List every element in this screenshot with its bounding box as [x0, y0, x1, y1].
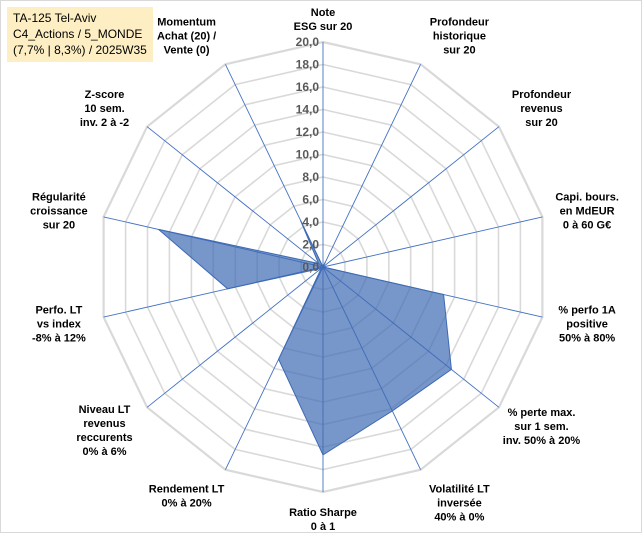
axis-category-label: vs index	[37, 319, 82, 331]
axis-spoke	[146, 266, 324, 408]
axis-category-label: Vente (0)	[164, 44, 210, 56]
axis-category-label: 40% à 0%	[434, 512, 484, 524]
axis-category-label: sur 20	[443, 44, 475, 56]
axis-category-label: Note	[311, 7, 335, 19]
radial-tick-label: 8,0	[302, 170, 319, 184]
data-point	[443, 294, 445, 296]
info-line-stats: (7,7% | 8,3%) / 2025W35	[13, 43, 147, 57]
info-line-index: TA-125 Tel-Aviv	[13, 11, 97, 25]
axis-category-label: Achat (20) /	[157, 30, 216, 42]
axis-spoke	[146, 126, 324, 268]
axis-category-label: revenus	[520, 103, 562, 115]
axis-category-label: positive	[566, 319, 608, 331]
data-point	[322, 454, 324, 456]
axis-category-label: reccurents	[76, 432, 132, 444]
radial-tick-label: 2,0	[302, 238, 319, 252]
axis-category-label: en MdEUR	[560, 205, 615, 217]
radial-tick-label: 0,0	[302, 260, 319, 274]
radial-tick-label: 18,0	[296, 58, 320, 72]
axis-category-label: 0 à 1	[311, 521, 335, 533]
axis-category-label: Régularité	[32, 191, 86, 203]
axis-category-label: % perfo 1A	[558, 305, 616, 317]
radial-tick-label: 6,0	[302, 193, 319, 207]
data-point	[392, 410, 394, 412]
data-series-area	[158, 220, 452, 456]
info-line-category: C4_Actions / 5_MONDE	[13, 27, 143, 41]
axis-category-label: 10 sem.	[84, 103, 124, 115]
axis-category-label: -8% à 12%	[32, 333, 86, 345]
axis-category-label: Niveau LT	[79, 404, 131, 416]
data-point	[325, 261, 327, 263]
radial-tick-label: 20,0	[296, 35, 320, 49]
data-point	[278, 358, 280, 360]
data-point	[322, 266, 324, 268]
axis-category-label: Momentum	[157, 16, 216, 28]
axis-category-label: inv. 2 à -2	[80, 117, 129, 129]
data-point	[227, 288, 229, 290]
axis-category-label: sur 20	[525, 117, 557, 129]
axis-category-label: historique	[433, 30, 486, 42]
axis-category-label: inversée	[437, 498, 482, 510]
radial-tick-label: 12,0	[296, 125, 320, 139]
axis-category-label: Profondeur	[512, 89, 572, 101]
axis-category-label: Profondeur	[430, 16, 490, 28]
axis-category-label: 0% à 20%	[162, 498, 212, 510]
axis-category-label: sur 1 sem.	[514, 421, 568, 433]
axis-category-label: revenus	[83, 418, 125, 430]
data-point	[300, 220, 302, 222]
axis-category-label: ESG sur 20	[294, 21, 353, 33]
axis-category-label: % perte max.	[508, 407, 576, 419]
axis-spoke	[322, 126, 500, 268]
axis-category-label: inv. 50% à 20%	[503, 435, 581, 447]
axis-category-label: sur 20	[43, 219, 75, 231]
axis-category-label: Ratio Sharpe	[289, 507, 357, 519]
axis-category-label: Z-score	[85, 89, 125, 101]
radial-tick-label: 10,0	[296, 148, 320, 162]
axis-category-label: 0 à 60 G€	[563, 219, 611, 231]
data-point	[320, 268, 322, 270]
axis-category-label: Rendement LT	[149, 484, 225, 496]
radial-tick-label: 4,0	[302, 215, 319, 229]
data-point	[158, 229, 160, 231]
axis-category-label: Volatilité LT	[429, 484, 490, 496]
axis-category-label: 50% à 80%	[559, 333, 615, 345]
radial-tick-label: 14,0	[296, 103, 320, 117]
data-point	[451, 369, 453, 371]
axis-category-label: Capi. bours.	[555, 191, 619, 203]
axis-category-label: croissance	[30, 205, 87, 217]
axis-category-label: Perfo. LT	[35, 305, 82, 317]
chart-info-box: TA-125 Tel-Aviv C4_Actions / 5_MONDE (7,…	[7, 7, 153, 62]
axis-spoke	[322, 64, 422, 268]
axis-spoke	[322, 216, 543, 268]
axis-category-label: 0% à 6%	[82, 446, 126, 458]
radial-tick-label: 16,0	[296, 80, 320, 94]
